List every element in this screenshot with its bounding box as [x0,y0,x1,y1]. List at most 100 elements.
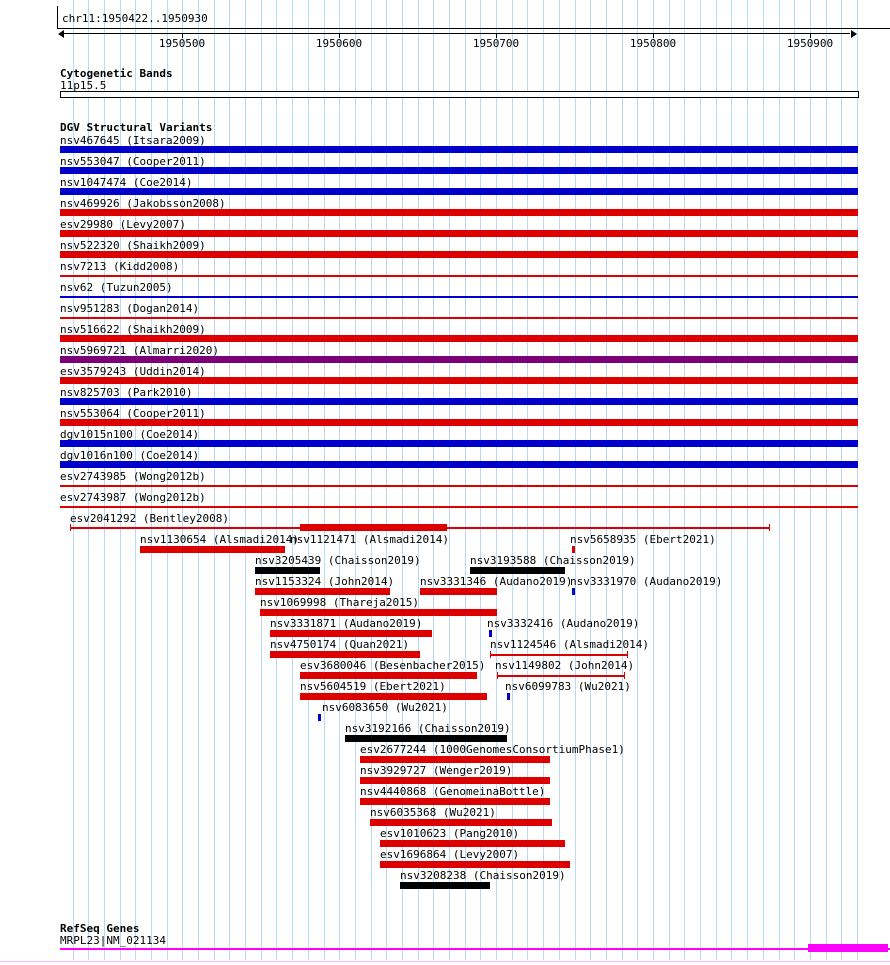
variant-bar[interactable] [60,317,858,319]
variant-bar[interactable] [300,693,487,700]
variant-bar[interactable] [318,714,321,721]
scroll-right-arrow-icon[interactable] [851,30,857,38]
variant-label: nsv1130654 (Alsmadi2014) [140,533,299,546]
ruler-tick-label: 1950500 [158,37,206,50]
variant-label: esv29980 (Levy2007) [60,218,186,231]
variant-bar[interactable] [60,506,858,508]
header-box-left-line [57,6,58,28]
variant-label: nsv3208238 (Chaisson2019) [400,869,566,882]
grid-line [72,0,74,960]
variant-bar[interactable] [497,672,625,679]
ruler-tick [653,33,654,38]
variant-bar[interactable] [360,798,550,805]
variant-bar[interactable] [260,609,497,616]
header-underline [57,28,890,29]
variant-label: esv3680046 (Besenbacher2015) [300,659,486,672]
variant-label: nsv4440868 (GenomeinaBottle) [360,785,546,798]
grid-line [464,0,466,960]
variant-label: dgv1015n100 (Coe2014) [60,428,200,441]
grid-line [229,0,231,960]
grid-line [652,0,654,960]
refseq-gene-label: MRPL23|NM_021134 [60,934,166,947]
variant-bar[interactable] [60,398,858,405]
variant-label: nsv1069998 (Thareja2015) [260,596,419,609]
variant-bar[interactable] [507,693,510,700]
grid-line [276,0,278,960]
grid-line [354,0,356,960]
ruler-line[interactable] [64,33,850,34]
variant-label: nsv6099783 (Wu2021) [505,680,631,693]
variant-bar[interactable] [60,377,858,384]
grid-line [856,0,858,960]
variant-label: nsv3331346 (Audano2019) [420,575,573,588]
grid-line [103,0,105,960]
variant-label: nsv522320 (Shaikh2009) [60,239,206,252]
variant-bar[interactable] [60,419,858,426]
variant-bar[interactable] [572,588,575,595]
variant-label: esv2041292 (Bentley2008) [70,512,229,525]
variant-bar[interactable] [60,296,858,298]
ruler-tick-label: 1950700 [472,37,520,50]
grid-line [417,0,419,960]
variant-bar[interactable] [270,630,432,637]
variant-bar[interactable] [360,756,550,763]
variant-label: esv1696864 (Levy2007) [380,848,520,861]
grid-line [198,0,199,960]
variant-bar[interactable] [270,651,420,658]
variant-bar[interactable] [380,861,570,868]
variant-bar[interactable] [345,735,507,742]
variant-bar[interactable] [60,461,858,468]
variant-bar[interactable] [60,209,858,216]
scroll-left-arrow-icon[interactable] [58,30,64,38]
variant-bar[interactable] [140,546,285,553]
variant-bar[interactable] [400,882,490,889]
ruler-tick [182,33,183,38]
variant-label: nsv3192166 (Chaisson2019) [345,722,511,735]
grid-line [213,0,215,960]
ruler-tick [339,33,340,38]
grid-line [527,0,529,960]
variant-label: nsv553047 (Cooper2011) [60,155,206,168]
grid-line [668,0,670,960]
variant-bar[interactable] [60,335,858,342]
variant-bar[interactable] [60,167,858,174]
variant-bar[interactable] [300,524,447,531]
variant-label: nsv3332416 (Audano2019) [487,617,640,630]
variant-bar[interactable] [60,356,858,363]
variant-bar[interactable] [255,567,320,574]
variant-bar[interactable] [490,651,628,658]
variant-label: nsv951283 (Dogan2014) [60,302,200,315]
ruler-tick-label: 1950800 [629,37,677,50]
variant-label: nsv3205439 (Chaisson2019) [255,554,421,567]
variant-bar[interactable] [572,546,575,553]
variant-label: nsv516622 (Shaikh2009) [60,323,206,336]
variant-bar[interactable] [60,188,858,195]
variant-bar[interactable] [60,230,858,237]
grid-line [88,0,90,960]
grid-line [150,0,152,960]
variant-bar[interactable] [300,672,477,679]
cytoband-rect [60,91,859,98]
grid-line [511,0,513,960]
refseq-gene-exon[interactable] [808,944,888,952]
variant-bar[interactable] [60,251,858,258]
variant-bar[interactable] [370,819,552,826]
refseq-gene-line[interactable] [60,948,890,950]
variant-bar[interactable] [60,146,858,153]
variant-bar[interactable] [360,777,550,784]
variant-label: esv1010623 (Pang2010) [380,827,520,840]
variant-bar[interactable] [60,275,858,277]
variant-bar[interactable] [60,440,858,447]
variant-bar[interactable] [489,630,492,637]
variant-label: nsv5658935 (Ebert2021) [570,533,716,546]
variant-bar[interactable] [60,485,858,487]
grid-line [135,0,137,960]
variant-label: nsv1124546 (Alsmadi2014) [490,638,649,651]
variant-bar[interactable] [420,588,497,595]
variant-bar[interactable] [255,588,390,595]
grid-line [605,0,607,960]
variant-bar[interactable] [380,840,565,847]
variant-label: nsv5969721 (Almarri2020) [60,344,219,357]
variant-label: esv2743987 (Wong2012b) [60,491,206,504]
variant-bar[interactable] [470,567,565,574]
